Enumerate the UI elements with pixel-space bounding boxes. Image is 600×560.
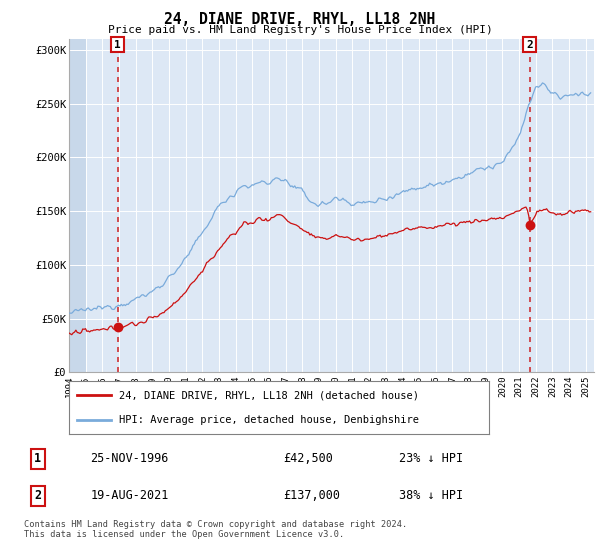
Text: 19-AUG-2021: 19-AUG-2021 [90, 489, 169, 502]
Point [524, 221, 535, 230]
Text: 25-NOV-1996: 25-NOV-1996 [90, 452, 169, 465]
Text: 24, DIANE DRIVE, RHYL, LL18 2NH: 24, DIANE DRIVE, RHYL, LL18 2NH [164, 12, 436, 27]
Point [113, 322, 122, 331]
Text: 24, DIANE DRIVE, RHYL, LL18 2NH (detached house): 24, DIANE DRIVE, RHYL, LL18 2NH (detache… [119, 390, 419, 400]
Text: 2: 2 [34, 489, 41, 502]
Text: 23% ↓ HPI: 23% ↓ HPI [400, 452, 463, 465]
Text: £137,000: £137,000 [283, 489, 340, 502]
Text: Contains HM Land Registry data © Crown copyright and database right 2024.
This d: Contains HM Land Registry data © Crown c… [24, 520, 407, 539]
Text: 2: 2 [526, 40, 533, 50]
Text: HPI: Average price, detached house, Denbighshire: HPI: Average price, detached house, Denb… [119, 414, 419, 424]
Text: 1: 1 [114, 40, 121, 50]
Bar [69, 39, 86, 372]
Text: Price paid vs. HM Land Registry's House Price Index (HPI): Price paid vs. HM Land Registry's House … [107, 25, 493, 35]
Text: 1: 1 [34, 452, 41, 465]
Text: 38% ↓ HPI: 38% ↓ HPI [400, 489, 463, 502]
Text: £42,500: £42,500 [283, 452, 334, 465]
